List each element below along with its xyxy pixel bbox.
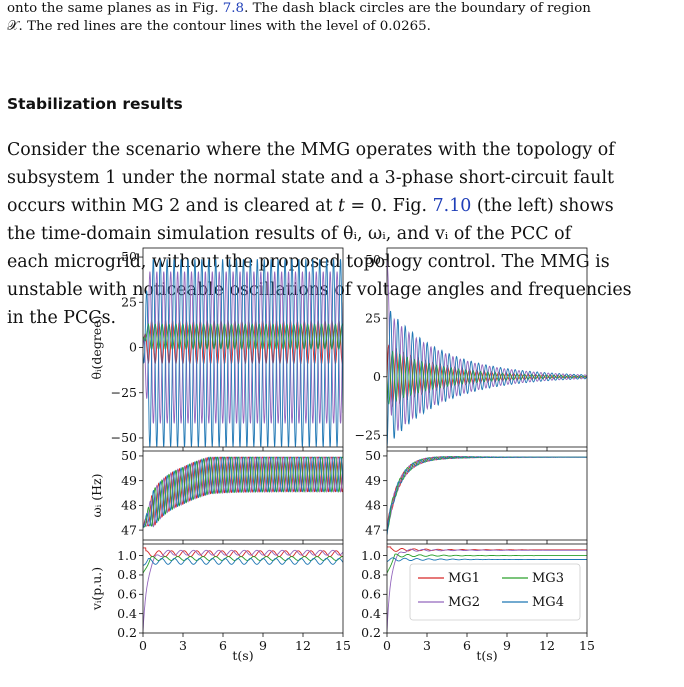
x-tick-label: 9 (259, 638, 267, 653)
series-line-mg4 (143, 259, 343, 447)
series-line-mg3 (143, 556, 343, 574)
series-line-mg4 (143, 456, 343, 529)
series-line-mg3 (143, 456, 343, 528)
x-tick-label: 0 (383, 638, 391, 653)
legend-label-mg3: MG3 (532, 571, 564, 586)
caption-text: . The dash black circles are the boundar… (244, 1, 591, 16)
figure-link[interactable]: 7.10 (432, 196, 472, 216)
axes-frame (386, 450, 588, 541)
y-tick-label: 0 (373, 369, 381, 384)
y-tick-label: 47 (365, 522, 381, 537)
y-tick-label: 25 (365, 310, 381, 325)
series-line-mg3 (387, 456, 587, 531)
x-tick-label: 6 (219, 638, 227, 653)
series-line-mg4 (387, 310, 587, 447)
series-line-mg1 (143, 456, 343, 528)
y-tick-label: 0.4 (361, 606, 381, 621)
section-heading: Stabilization results (7, 95, 183, 113)
y-tick-label: 47 (121, 522, 137, 537)
y-tick-label: 50 (121, 249, 137, 264)
series-line-mg3 (387, 553, 587, 574)
x-tick-label: 9 (503, 638, 511, 653)
y-tick-label: 1.0 (117, 548, 137, 563)
paragraph-line: each microgrid, without the proposed top… (7, 252, 610, 272)
y-tick-label: 0.2 (117, 625, 137, 640)
y-tick-label: 0.8 (361, 567, 381, 582)
axes-frame (142, 543, 344, 634)
series-line-mg4 (387, 557, 587, 562)
y-tick-label: 0.6 (117, 587, 137, 602)
series-line-mg2 (387, 548, 587, 632)
axes-frame (386, 247, 588, 448)
x-tick-label: 3 (179, 638, 187, 653)
y-tick-label: 0.4 (117, 606, 137, 621)
legend-label-mg1: MG1 (448, 571, 480, 586)
y-tick-label: 0 (129, 340, 137, 355)
row-label: vᵢ(p.u.) (89, 567, 104, 611)
paragraph-line: occurs within MG 2 and is cleared at t =… (7, 192, 614, 220)
series-line-mg4 (387, 456, 587, 536)
x-axis-label: t(s) (232, 648, 253, 663)
x-tick-label: 0 (139, 638, 147, 653)
caption-text: 𝒳. The red lines are the contour lines w… (7, 19, 431, 34)
y-tick-label: 50 (365, 252, 381, 267)
paragraph-line: subsystem 1 under the normal state and a… (7, 168, 614, 188)
series-line-mg2 (387, 456, 587, 526)
row-label: θᵢ(degree) (89, 316, 104, 380)
paragraph-text: (the left) shows (471, 196, 614, 216)
series-line-mg4 (143, 558, 343, 566)
y-tick-label: −25 (355, 427, 381, 442)
y-tick-label: 48 (121, 498, 137, 513)
axes-frame (142, 450, 344, 541)
legend-label-mg2: MG2 (448, 595, 480, 610)
series-line-mg2 (143, 549, 343, 632)
paragraph-line: the time-domain simulation results of θᵢ… (7, 224, 572, 244)
y-tick-label: 0.2 (361, 625, 381, 640)
x-tick-label: 15 (579, 638, 595, 653)
y-tick-label: 50 (121, 448, 137, 463)
paragraph-line: Consider the scenario where the MMG oper… (7, 140, 615, 160)
figure-link[interactable]: 7.8 (222, 1, 245, 16)
x-tick-label: 15 (335, 638, 351, 653)
series-line-mg2 (143, 456, 343, 528)
legend-label-mg4: MG4 (532, 595, 564, 610)
y-tick-label: 1.0 (361, 548, 381, 563)
series-line-mg2 (143, 271, 343, 424)
y-tick-label: 50 (365, 448, 381, 463)
x-tick-label: 12 (539, 638, 555, 653)
y-tick-label: −25 (111, 385, 137, 400)
x-axis-label: t(s) (476, 648, 497, 663)
series-line-mg1 (387, 456, 587, 531)
paragraph-line: in the PCCs. (7, 308, 117, 328)
x-tick-label: 12 (295, 638, 311, 653)
x-tick-label: 6 (463, 638, 471, 653)
y-tick-label: −50 (111, 430, 137, 445)
y-tick-label: 49 (121, 473, 137, 488)
x-tick-label: 3 (423, 638, 431, 653)
y-tick-label: 49 (365, 473, 381, 488)
legend-box (409, 563, 581, 621)
caption-text: onto the same planes as in Fig. (7, 1, 223, 16)
axes-frame (386, 543, 588, 634)
y-tick-label: 0.6 (361, 587, 381, 602)
row-label: ωᵢ (Hz) (89, 474, 104, 518)
y-tick-label: 25 (121, 294, 137, 309)
series-line-mg3 (143, 323, 343, 351)
y-tick-label: 48 (365, 498, 381, 513)
y-tick-label: 0.8 (117, 567, 137, 582)
paragraph-text: occurs within MG 2 and is cleared at t =… (7, 196, 433, 216)
